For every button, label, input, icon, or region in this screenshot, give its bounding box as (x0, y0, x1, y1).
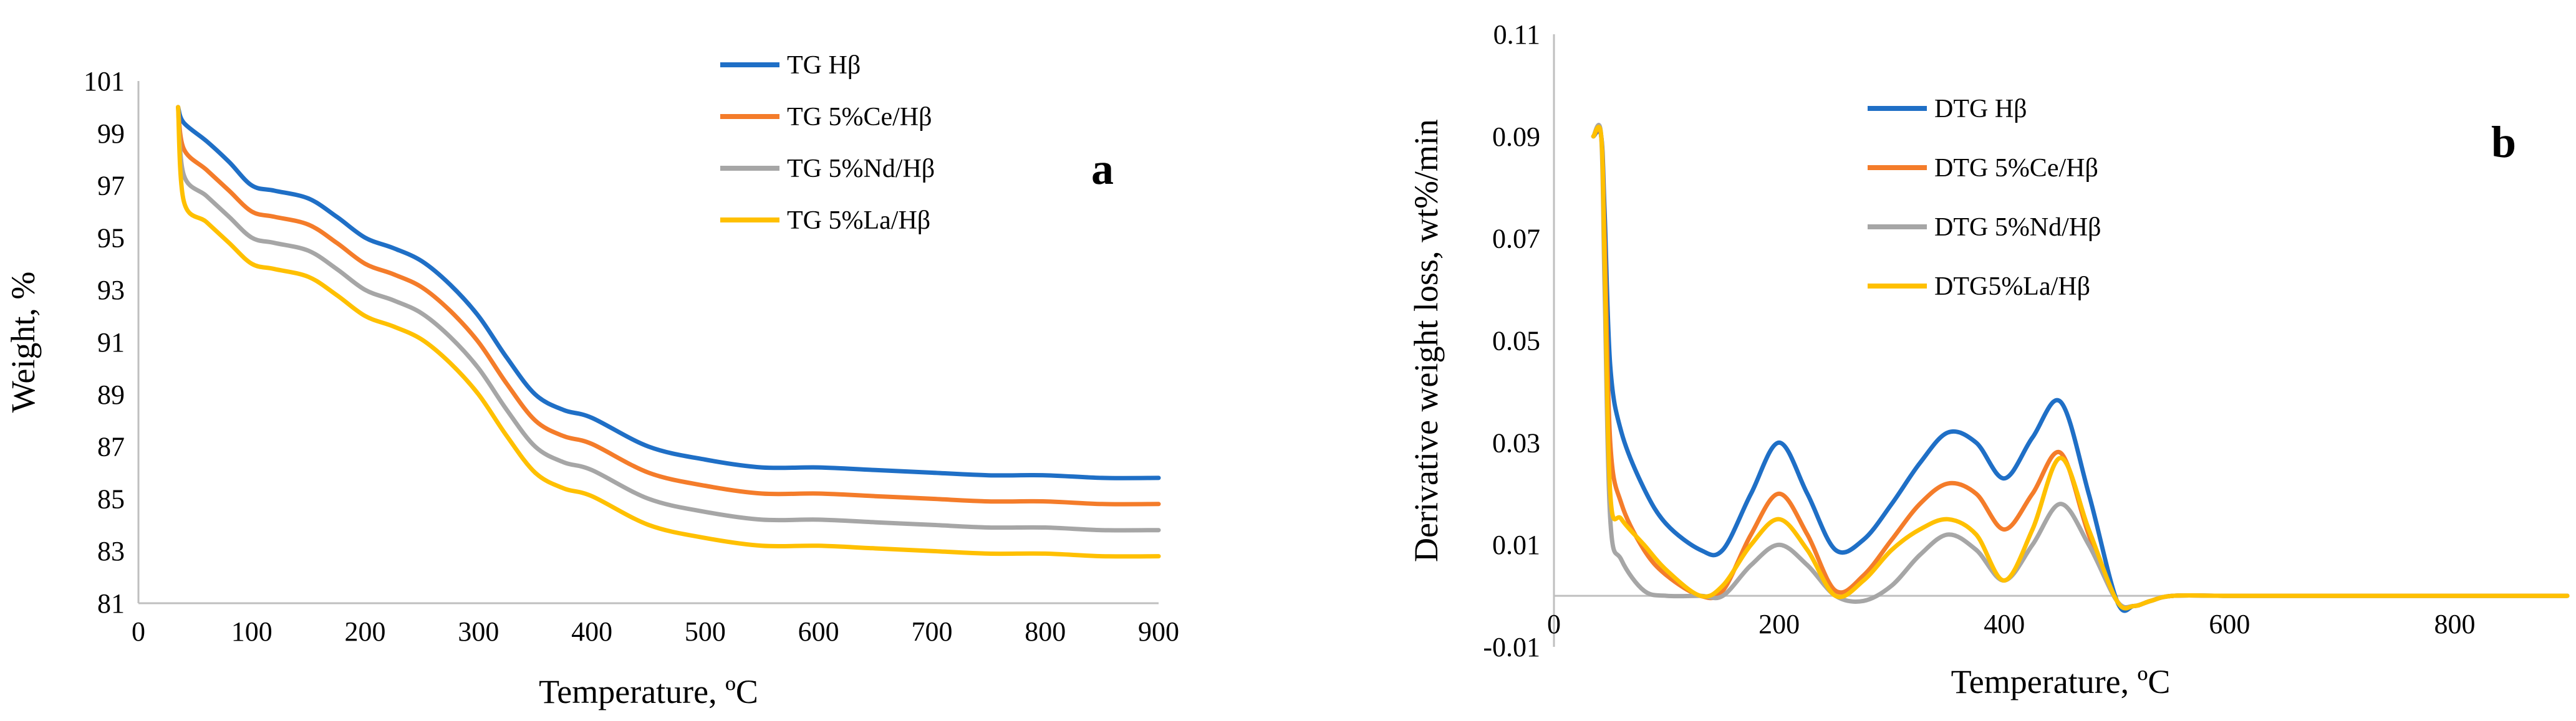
x-tick-label: 400 (571, 616, 612, 647)
legend-label: TG 5%La/Hβ (787, 206, 930, 235)
legend-label: DTG 5%Nd/Hβ (1934, 213, 2101, 242)
x-tick-label: 400 (1984, 609, 2025, 639)
y-tick-label: 0.03 (1492, 427, 1540, 458)
chart-panel-a: 81 83 85 87 89 91 93 95 97 99 101 0 100 200 300 400 500 6… (4, 51, 1179, 710)
y-axis-title: Derivative weight loss, wt%/min (1407, 119, 1445, 562)
panel-label: a (1091, 144, 1114, 194)
x-tick-label: 600 (2209, 609, 2250, 639)
x-tick-label: 0 (1547, 609, 1561, 639)
x-tick-label: 800 (2434, 609, 2475, 639)
legend-label: TG 5%Nd/Hβ (787, 155, 935, 183)
series-line (176, 105, 1161, 533)
y-tick-label: 93 (97, 275, 125, 305)
x-tick-label: 800 (1025, 616, 1066, 647)
legend: DTG Hβ DTG 5%Ce/Hβ DTG 5%Nd/Hβ DTG5%La/Hβ (1868, 95, 2101, 301)
y-tick-label: 0.09 (1492, 122, 1540, 152)
y-tick-label: 91 (97, 327, 125, 358)
x-tick-label: 200 (1758, 609, 1800, 639)
x-tick-label: 100 (231, 616, 273, 647)
y-tick-label: 101 (84, 66, 125, 97)
legend-label: DTG 5%Ce/Hβ (1934, 154, 2098, 183)
y-tick-label: 0.01 (1492, 530, 1540, 560)
y-tick-label: 81 (97, 588, 125, 619)
y-tick-label: 87 (97, 432, 125, 462)
x-tick-label: 200 (345, 616, 386, 647)
x-tick-label: 700 (911, 616, 952, 647)
y-tick-label: 89 (97, 380, 125, 410)
y-tick-label: 85 (97, 484, 125, 514)
x-tick-label: 300 (458, 616, 499, 647)
y-tick-label: 83 (97, 536, 125, 566)
y-axis-title: Weight, % (4, 272, 42, 413)
x-axis-title: Temperature, ºC (539, 673, 758, 710)
legend-label: TG Hβ (787, 51, 861, 80)
legend: TG Hβ TG 5%Ce/Hβ TG 5%Nd/Hβ TG 5%La/Hβ (720, 51, 935, 235)
y-tick-label: 97 (97, 171, 125, 201)
legend-label: DTG Hβ (1934, 95, 2027, 123)
chart-panel-b: -0.01 0.01 0.03 0.05 0.07 0.09 0.11 0 200 400 600 8… (1407, 19, 2570, 700)
legend-label: TG 5%Ce/Hβ (787, 103, 932, 131)
y-tick-label: 0.07 (1492, 224, 1540, 254)
legend-label: DTG5%La/Hβ (1934, 272, 2090, 301)
y-tick-label: -0.01 (1483, 632, 1540, 662)
y-tick-label: 0.11 (1493, 19, 1540, 50)
series-line (1591, 128, 2570, 613)
series-line (1591, 123, 2570, 610)
x-tick-label: 900 (1138, 616, 1179, 647)
series-line (176, 105, 1161, 559)
series-line (176, 105, 1161, 480)
series-line (1591, 125, 2570, 611)
series-line (1591, 127, 2570, 611)
x-tick-label: 500 (685, 616, 726, 647)
x-tick-label: 0 (132, 616, 145, 647)
panel-label: b (2491, 117, 2516, 167)
x-tick-label: 600 (798, 616, 839, 647)
y-tick-label: 0.05 (1492, 326, 1540, 356)
series-line (176, 105, 1161, 507)
y-tick-label: 99 (97, 118, 125, 149)
y-tick-label: 95 (97, 222, 125, 253)
x-axis-title: Temperature, ºC (1951, 663, 2171, 700)
